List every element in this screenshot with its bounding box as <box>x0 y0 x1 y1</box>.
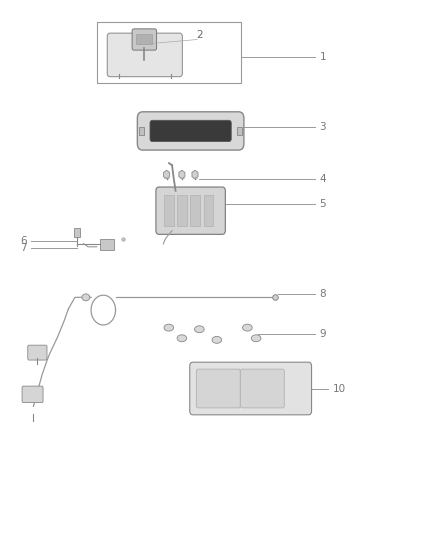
FancyBboxPatch shape <box>196 369 240 408</box>
FancyBboxPatch shape <box>156 187 225 235</box>
Ellipse shape <box>243 324 252 331</box>
Ellipse shape <box>164 324 173 331</box>
Ellipse shape <box>251 335 261 342</box>
FancyBboxPatch shape <box>28 345 47 360</box>
Text: 9: 9 <box>319 329 326 339</box>
Bar <box>237 127 242 135</box>
FancyBboxPatch shape <box>132 29 156 50</box>
FancyBboxPatch shape <box>240 369 284 408</box>
Bar <box>191 195 200 227</box>
Ellipse shape <box>82 294 90 301</box>
Bar <box>177 195 187 227</box>
Text: 2: 2 <box>196 30 203 41</box>
Bar <box>139 127 145 135</box>
Bar <box>137 34 152 44</box>
FancyBboxPatch shape <box>22 386 43 402</box>
Ellipse shape <box>212 336 222 343</box>
FancyBboxPatch shape <box>190 362 311 415</box>
Text: 1: 1 <box>319 52 326 61</box>
Bar <box>164 195 174 227</box>
Text: 10: 10 <box>332 384 346 394</box>
Bar <box>74 228 80 237</box>
Ellipse shape <box>194 326 204 333</box>
FancyBboxPatch shape <box>107 33 182 77</box>
Ellipse shape <box>177 335 187 342</box>
FancyBboxPatch shape <box>138 112 244 150</box>
Text: 5: 5 <box>319 199 326 209</box>
Bar <box>204 195 213 227</box>
Text: 4: 4 <box>319 174 326 184</box>
Text: 7: 7 <box>20 243 27 253</box>
FancyBboxPatch shape <box>150 120 231 142</box>
Bar <box>97 22 241 83</box>
Text: 6: 6 <box>20 236 27 246</box>
Bar <box>100 239 114 250</box>
Text: 3: 3 <box>319 122 326 132</box>
Text: 8: 8 <box>319 289 326 299</box>
